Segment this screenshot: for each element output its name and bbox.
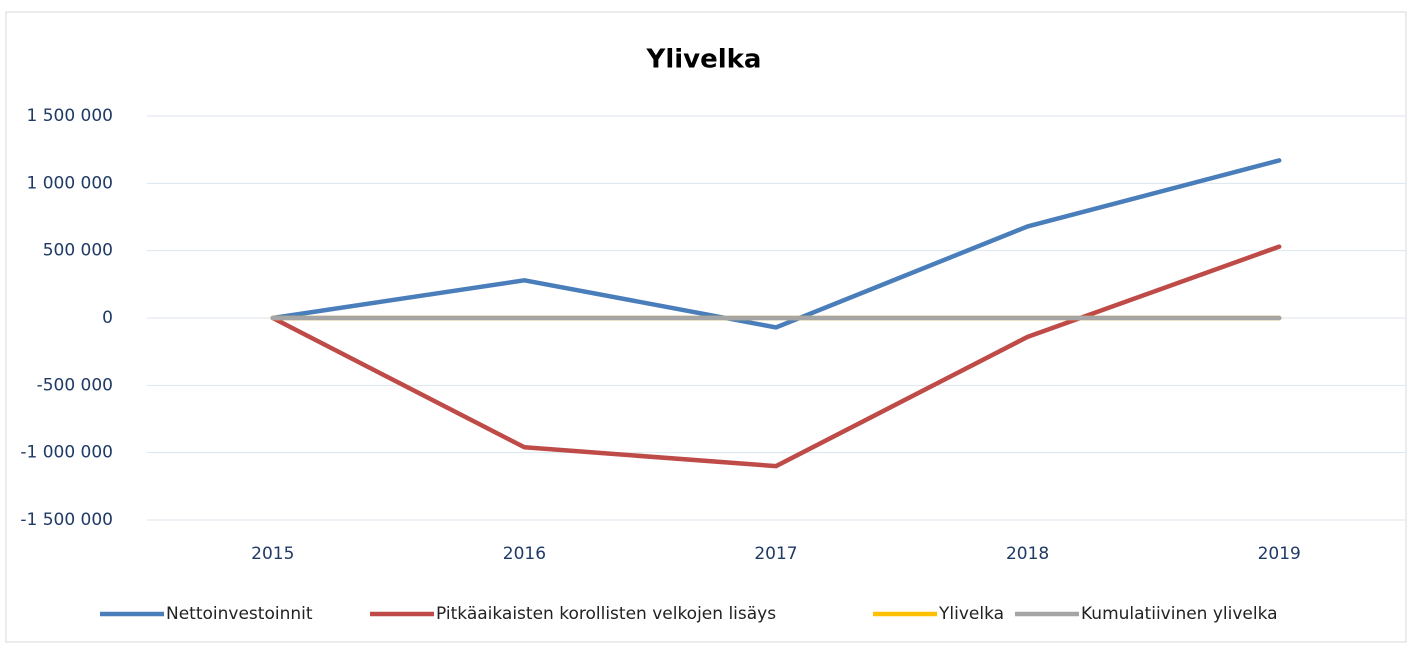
y-tick-label: -1 000 000 (20, 443, 113, 463)
y-tick-label: -1 500 000 (20, 510, 113, 530)
y-tick-label: 500 000 (43, 241, 113, 261)
y-tick-label: 1 500 000 (26, 106, 113, 126)
series-line (270, 158, 1282, 330)
legend-label: Kumulatiivinen ylivelka (1081, 604, 1278, 624)
series-line (270, 244, 1282, 469)
legend-label: Nettoinvestoinnit (166, 604, 313, 624)
y-tick-label: -500 000 (37, 375, 113, 395)
x-tick-label: 2018 (1006, 544, 1049, 564)
x-tick-label: 2016 (503, 544, 546, 564)
legend-label: Ylivelka (938, 604, 1004, 624)
legend-label: Pitkäaikaisten korollisten velkojen lisä… (436, 604, 776, 624)
y-tick-label: 1 000 000 (26, 173, 113, 193)
x-tick-label: 2015 (251, 544, 294, 564)
x-tick-label: 2019 (1258, 544, 1301, 564)
y-tick-label: 0 (102, 308, 113, 328)
chart-frame (5, 11, 1407, 643)
x-tick-label: 2017 (754, 544, 797, 564)
chart-title: Ylivelka (646, 45, 762, 75)
